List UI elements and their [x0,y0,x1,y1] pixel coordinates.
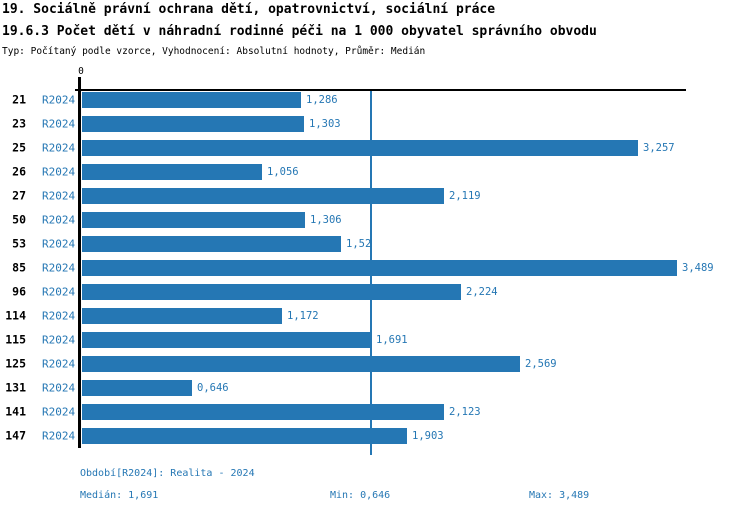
bar [82,332,371,348]
category-label: 147 [5,428,26,443]
value-label: 1,056 [267,165,299,178]
value-label: 1,172 [287,309,319,322]
value-label: 1,691 [376,333,408,346]
category-label: 25 [12,140,26,155]
category-label: 96 [12,284,26,299]
bar [82,308,282,324]
period-label: R2024 [42,189,76,203]
bar [82,260,677,276]
category-label: 125 [5,356,26,371]
category-label: 21 [12,92,26,107]
period-label: R2024 [42,333,76,347]
value-label: 1,903 [412,429,444,442]
bar [82,284,461,300]
category-label: 50 [12,212,26,227]
axis-top-line [75,89,686,91]
footer-period-label: Období[R2024]: Realita - 2024 [80,468,255,479]
chart-row: 141 R2024 2,123 [0,404,750,428]
period-label: R2024 [42,405,76,419]
chart-subtitle: Typ: Počítaný podle vzorce, Vyhodnocení:… [2,46,426,57]
category-label: 23 [12,116,26,131]
chart-row: 131 R2024 0,646 [0,380,750,404]
period-label: R2024 [42,429,76,443]
footer-max-stat: Max: 3,489 [529,490,590,501]
chart-row: 50 R2024 1,306 [0,212,750,236]
chart-row: 23 R2024 1,303 [0,116,750,140]
chart-row: 27 R2024 2,119 [0,188,750,212]
category-label: 114 [5,308,26,323]
chart-row: 96 R2024 2,224 [0,284,750,308]
report-title-line2: 19.6.3 Počet dětí v náhradní rodinné péč… [2,24,597,39]
chart-row: 125 R2024 2,569 [0,356,750,380]
category-label: 27 [12,188,26,203]
category-label: 115 [5,332,26,347]
period-label: R2024 [42,93,76,107]
period-label: R2024 [42,141,76,155]
value-label: 1,52 [346,237,372,250]
period-label: R2024 [42,261,76,275]
footer-median-stat: Medián: 1,691 [80,490,159,501]
bar [82,188,444,204]
y-axis-line [78,77,81,448]
value-label: 3,489 [682,261,714,274]
value-label: 2,569 [525,357,557,370]
chart-row: 53 R2024 1,52 [0,236,750,260]
category-label: 53 [12,236,26,251]
bar [82,356,520,372]
bar [82,212,305,228]
chart-rows: 21 R2024 1,286 23 R2024 1,303 25 R2024 3,257 26 R2… [0,92,750,452]
bar [82,140,638,156]
chart-row: 26 R2024 1,056 [0,164,750,188]
value-label: 0,646 [197,381,229,394]
bar [82,164,262,180]
period-label: R2024 [42,213,76,227]
bar [82,404,444,420]
value-label: 2,119 [449,189,481,202]
bar [82,116,304,132]
report-title-line1: 19. Sociálně právní ochrana dětí, opatro… [2,2,496,17]
chart-row: 25 R2024 3,257 [0,140,750,164]
chart-row: 147 R2024 1,903 [0,428,750,452]
value-label: 1,286 [306,93,338,106]
period-label: R2024 [42,357,76,371]
bar [82,428,407,444]
value-label: 1,306 [310,213,342,226]
period-label: R2024 [42,309,76,323]
period-label: R2024 [42,165,76,179]
bar [82,380,192,396]
chart-row: 115 R2024 1,691 [0,332,750,356]
footer-min-stat: Min: 0,646 [330,490,391,501]
chart-row: 85 R2024 3,489 [0,260,750,284]
period-label: R2024 [42,117,76,131]
period-label: R2024 [42,381,76,395]
value-label: 1,303 [309,117,341,130]
value-label: 2,123 [449,405,481,418]
bar [82,236,341,252]
chart-row: 114 R2024 1,172 [0,308,750,332]
category-label: 85 [12,260,26,275]
axis-zero-label: 0 [78,66,84,77]
value-label: 3,257 [643,141,675,154]
period-label: R2024 [42,285,76,299]
category-label: 131 [5,380,26,395]
chart-row: 21 R2024 1,286 [0,92,750,116]
period-label: R2024 [42,237,76,251]
category-label: 26 [12,164,26,179]
category-label: 141 [5,404,26,419]
bar [82,92,301,108]
value-label: 2,224 [466,285,498,298]
